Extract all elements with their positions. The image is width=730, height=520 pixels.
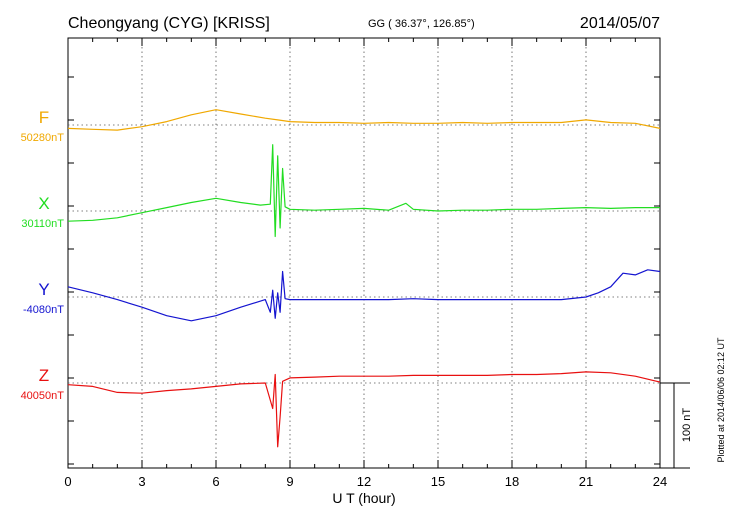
- series-baseline-z: 40050nT: [21, 390, 65, 402]
- series-baseline-x: 30110nT: [21, 218, 64, 230]
- series-labels: F 50280nT X 30110nT Y -4080nT Z 40050nT: [21, 108, 65, 402]
- grid-lines: [68, 38, 660, 468]
- x-tick-label: 24: [653, 474, 667, 489]
- series-name-f: F: [39, 108, 49, 127]
- series-name-x: X: [38, 194, 49, 213]
- series-lines: [67, 109, 661, 448]
- x-tick-label: 6: [212, 474, 219, 489]
- x-axis-label: U T (hour): [332, 490, 395, 506]
- x-tick-label: 0: [64, 474, 71, 489]
- x-tick-label: 18: [505, 474, 519, 489]
- x-tick-label: 15: [431, 474, 445, 489]
- series-line-z: [67, 371, 661, 448]
- chart-date: 2014/05/07: [580, 15, 660, 32]
- series-line-f: [67, 109, 661, 131]
- axis-ticks: [67, 38, 661, 468]
- series-name-z: Z: [39, 366, 49, 385]
- scale-bar-label: 100 nT: [681, 408, 693, 443]
- series-line-x: [67, 144, 660, 238]
- x-tick-label: 9: [286, 474, 293, 489]
- station-coords: GG ( 36.37°, 126.85°): [368, 18, 475, 30]
- station-title: Cheongyang (CYG) [KRISS]: [68, 15, 270, 32]
- series-baseline-y: -4080nT: [23, 304, 64, 316]
- series-baseline-f: 50280nT: [21, 132, 65, 144]
- series-line-y: [67, 269, 661, 322]
- scale-bar: [660, 382, 690, 469]
- plotted-at-note: Plotted at 2014/06/06 02:12 UT: [716, 337, 726, 463]
- x-tick-labels: 0 3 6 9 12 15 18 21 24: [64, 474, 667, 489]
- series-name-y: Y: [38, 280, 49, 299]
- x-tick-label: 3: [138, 474, 145, 489]
- x-tick-label: 12: [357, 474, 371, 489]
- x-tick-label: 21: [579, 474, 593, 489]
